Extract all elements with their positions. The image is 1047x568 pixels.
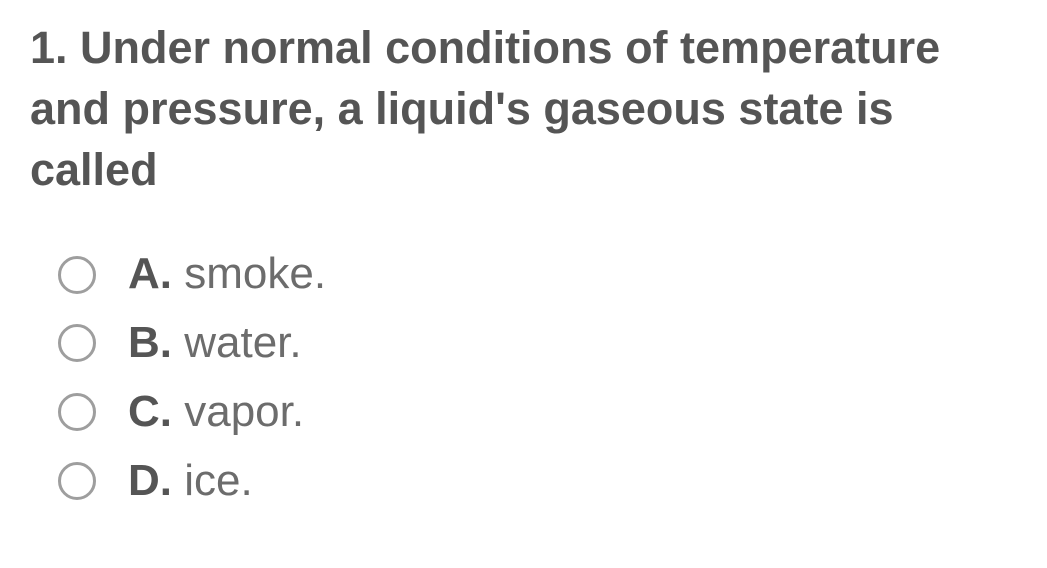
- option-row-c[interactable]: C. vapor.: [58, 386, 1017, 439]
- option-text: water.: [172, 318, 302, 367]
- radio-b[interactable]: [58, 324, 96, 362]
- option-letter: A.: [128, 249, 172, 298]
- option-label-c: C. vapor.: [128, 386, 304, 439]
- option-text: smoke.: [172, 249, 326, 298]
- question-number: 1.: [30, 22, 68, 73]
- question-body: Under normal conditions of temperature a…: [30, 22, 940, 195]
- options-list: A. smoke. B. water. C. vapor. D. ice.: [30, 248, 1017, 507]
- question-block: 1. Under normal conditions of temperatur…: [30, 18, 1017, 200]
- option-letter: B.: [128, 318, 172, 367]
- option-text: ice.: [172, 456, 253, 505]
- option-letter: D.: [128, 456, 172, 505]
- option-label-a: A. smoke.: [128, 248, 326, 301]
- option-text: vapor.: [172, 387, 304, 436]
- option-letter: C.: [128, 387, 172, 436]
- option-label-b: B. water.: [128, 317, 302, 370]
- radio-c[interactable]: [58, 393, 96, 431]
- option-row-b[interactable]: B. water.: [58, 317, 1017, 370]
- question-text: 1. Under normal conditions of temperatur…: [30, 18, 1017, 200]
- option-row-d[interactable]: D. ice.: [58, 455, 1017, 508]
- option-label-d: D. ice.: [128, 455, 253, 508]
- option-row-a[interactable]: A. smoke.: [58, 248, 1017, 301]
- radio-d[interactable]: [58, 462, 96, 500]
- radio-a[interactable]: [58, 256, 96, 294]
